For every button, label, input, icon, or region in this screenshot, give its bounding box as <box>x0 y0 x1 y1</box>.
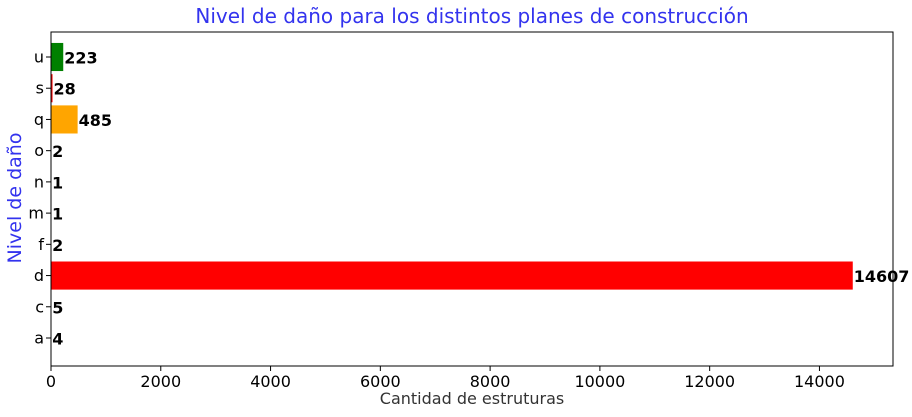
bar-value-label: 1 <box>52 205 63 224</box>
bar-value-label: 485 <box>79 111 112 130</box>
x-tick-label: 12000 <box>684 372 735 391</box>
x-tick-label: 2000 <box>140 372 181 391</box>
y-tick-label: c <box>35 297 44 316</box>
chart-title: Nivel de daño para los distintos planes … <box>195 4 748 28</box>
bar-d <box>51 262 853 290</box>
y-tick-label: q <box>34 110 44 129</box>
x-tick-label: 14000 <box>794 372 845 391</box>
bar-value-label: 223 <box>64 49 97 68</box>
y-tick-label: n <box>34 172 44 191</box>
y-tick-label: d <box>34 266 44 285</box>
bar-value-label: 28 <box>54 80 76 99</box>
bar-u <box>51 43 63 71</box>
bar-value-label: 5 <box>52 298 63 317</box>
x-axis-label: Cantidad de estruturas <box>380 389 564 408</box>
plot-frame <box>51 32 893 366</box>
y-tick-label: s <box>36 79 44 98</box>
x-tick-label: 4000 <box>250 372 291 391</box>
y-tick-label: f <box>38 235 44 254</box>
bar-value-label: 2 <box>52 142 63 161</box>
bar-value-label: 4 <box>52 330 63 349</box>
y-tick-label: m <box>28 204 44 223</box>
bar-value-label: 1 <box>52 173 63 192</box>
y-tick-label: o <box>34 141 44 160</box>
bar-q <box>51 105 78 133</box>
y-tick-label: a <box>34 329 44 348</box>
y-tick-label: u <box>34 48 44 67</box>
x-tick-label: 0 <box>46 372 56 391</box>
bar-value-label: 14607 <box>854 267 910 286</box>
x-tick-label: 10000 <box>574 372 625 391</box>
y-axis-label: Nivel de daño <box>4 133 26 264</box>
bar-value-label: 2 <box>52 236 63 255</box>
